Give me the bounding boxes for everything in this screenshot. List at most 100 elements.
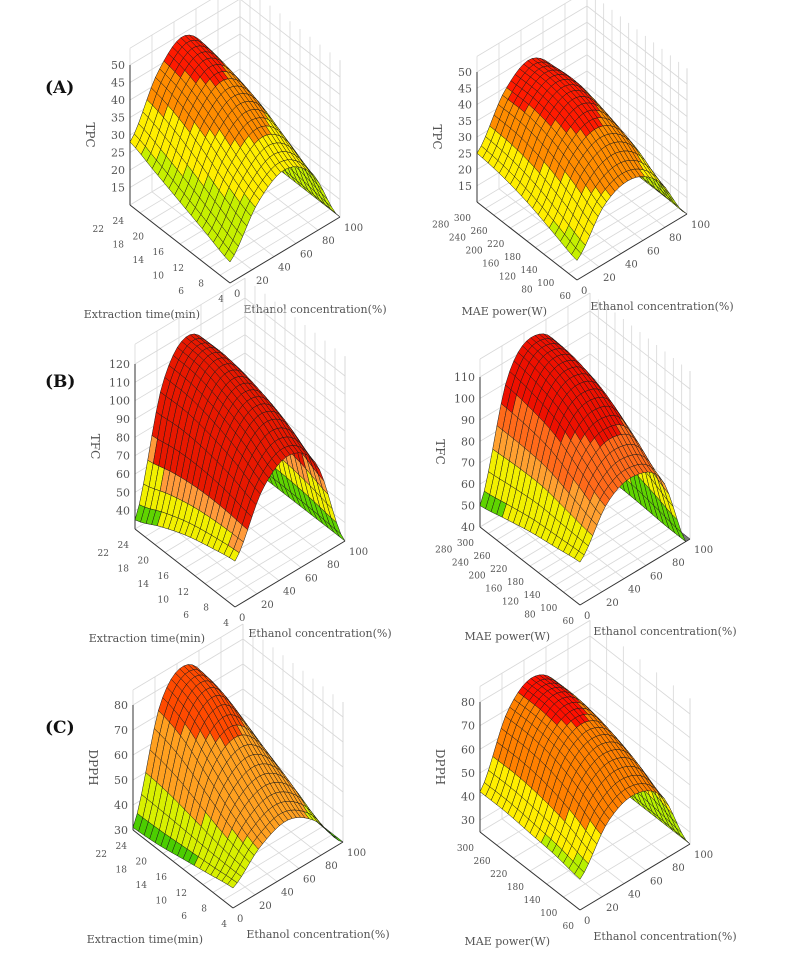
surface-cell — [574, 550, 585, 563]
z-tick-label: 110 — [454, 371, 475, 384]
wall-gridline — [244, 352, 346, 432]
y-tick-label: 10 — [153, 272, 165, 282]
z-tick-label: 70 — [461, 720, 475, 733]
z-tick-label: 20 — [111, 164, 125, 177]
surface-plot: 0 20 40 60 80 100 60 80 100 120 140 160 180 200 220 240… — [433, 292, 737, 643]
wall-gridline — [242, 638, 344, 718]
y-tick-label: 16 — [156, 873, 168, 883]
z-tick-label: 120 — [109, 358, 130, 371]
x-axis-line — [579, 843, 691, 911]
z-tick-label: 25 — [458, 147, 472, 160]
z-tick-label: 60 — [461, 743, 475, 756]
wall-gridline — [586, 21, 688, 101]
x-tick-label: 80 — [669, 233, 682, 244]
surface-plot: 0 20 40 60 80 100 60 80 100 120 140 160 180 200 220 240… — [430, 0, 734, 318]
x-tick-label: 100 — [694, 850, 713, 861]
x-axis-title: Ethanol concentration(%) — [593, 930, 736, 943]
y-tick-label: 300 — [454, 214, 471, 224]
z-tick-label: 60 — [114, 749, 128, 762]
floor-gridline — [563, 525, 674, 593]
x-tick-label: 40 — [625, 260, 638, 271]
y-axis-line — [129, 204, 231, 284]
z-tick-label: 40 — [114, 799, 128, 812]
x-axis-line — [234, 540, 346, 608]
y-tick-label: 180 — [504, 253, 521, 263]
x-axis-title: Ethanol concentration(%) — [243, 303, 386, 316]
wall-border — [476, 0, 572, 57]
x-tick-label: 60 — [305, 573, 318, 584]
z-tick-label: 45 — [111, 77, 125, 90]
z-tick-label: 40 — [458, 99, 472, 112]
z-tick-label: 35 — [458, 115, 472, 128]
y-axis-line — [479, 526, 581, 606]
floor-gridline — [222, 833, 334, 901]
floor-gridline — [538, 506, 649, 573]
x-axis-line — [579, 538, 691, 606]
y-tick-label: 8 — [203, 603, 209, 613]
surface-plot: 0 20 40 60 80 100 4 6 8 10 12 14 16 18 20 22 24 15 20 25 30 3… — [83, 0, 387, 321]
x-tick-label: 100 — [347, 848, 366, 859]
y-tick-label: 100 — [537, 279, 554, 289]
floor-gridline — [194, 509, 306, 577]
floor-gridline — [546, 512, 657, 580]
z-tick-label: 70 — [114, 724, 128, 737]
z-tick-label: 50 — [114, 774, 128, 787]
x-tick-label: 80 — [672, 863, 685, 874]
y-tick-label: 16 — [158, 572, 170, 582]
y-tick-label: 140 — [520, 266, 537, 276]
floor-gridline — [204, 517, 316, 584]
x-tick-label: 100 — [691, 220, 710, 231]
z-tick-label: 100 — [454, 392, 475, 405]
y-tick-label: 4 — [223, 619, 229, 629]
x-tick-label: 40 — [283, 587, 296, 598]
x-tick-label: 60 — [647, 246, 660, 257]
y-tick-label: 12 — [178, 588, 189, 598]
x-tick-label: 100 — [344, 223, 363, 234]
y-tick-label: 180 — [507, 578, 524, 588]
x-tick-label: 40 — [628, 890, 641, 901]
wall-gridline — [244, 316, 346, 395]
z-tick-label: 80 — [116, 431, 130, 444]
z-tick-label: 40 — [461, 791, 475, 804]
z-tick-label: 45 — [458, 82, 472, 95]
wall-gridline — [589, 310, 691, 390]
z-tick-label: 50 — [461, 767, 475, 780]
z-tick-label: 70 — [116, 450, 130, 463]
x-tick-label: 0 — [581, 286, 587, 297]
y-tick-label: 200 — [465, 247, 482, 257]
wall-gridline — [242, 688, 344, 768]
x-tick-label: 100 — [694, 545, 713, 556]
x-axis-line — [232, 841, 344, 909]
y-tick-label: 60 — [563, 617, 575, 627]
y-tick-label: 16 — [153, 248, 165, 258]
wall-gridline — [239, 33, 341, 113]
z-tick-label: 40 — [116, 505, 130, 518]
z-tick-label: 80 — [461, 696, 475, 709]
wall-border — [134, 277, 246, 345]
y-tick-label: 20 — [136, 858, 148, 868]
y-tick-label: 4 — [221, 920, 227, 930]
y-tick-label: 220 — [490, 565, 507, 575]
y-tick-label: 6 — [183, 611, 189, 621]
y-axis-title: Extraction time(min) — [89, 632, 205, 645]
z-axis-title: DPPH — [86, 749, 100, 785]
z-tick-label: 80 — [114, 699, 128, 712]
x-tick-label: 60 — [303, 874, 316, 885]
wall-gridline — [589, 682, 691, 762]
wall-gridline — [586, 70, 688, 150]
x-tick-label: 40 — [281, 888, 294, 899]
x-tick-label: 0 — [584, 611, 590, 622]
chart-b-tfc-mae-power: 0 20 40 60 80 100 60 80 100 120 140 160 180 200 220 240… — [350, 292, 770, 665]
surface-cell — [574, 866, 585, 880]
y-tick-label: 220 — [487, 240, 504, 250]
wall-gridline — [586, 54, 688, 134]
y-axis-title: MAE power(W) — [462, 305, 547, 318]
panel-label-b: (B) — [45, 372, 76, 392]
x-tick-label: 20 — [256, 276, 269, 287]
surface-plot: 0204060801004681012141618202224405060708… — [88, 277, 392, 645]
z-tick-label: 40 — [111, 94, 125, 107]
wall-gridline — [589, 374, 691, 454]
x-axis-title: Ethanol concentration(%) — [246, 928, 389, 941]
y-tick-label: 6 — [181, 912, 187, 922]
wall-gridline — [239, 16, 341, 95]
